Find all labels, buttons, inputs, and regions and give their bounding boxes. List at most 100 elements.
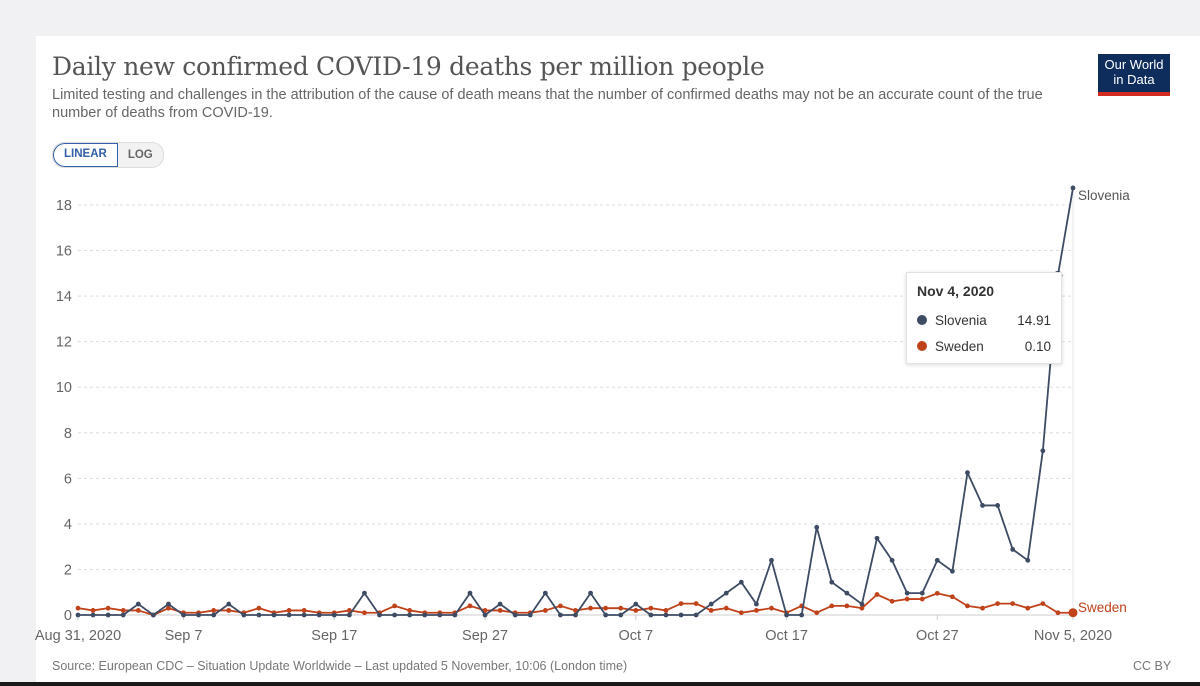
data-point-slovenia (663, 612, 669, 618)
data-point-sweden (633, 608, 639, 613)
data-point-slovenia (769, 557, 774, 563)
data-point-sweden (226, 608, 232, 613)
data-point-slovenia (995, 503, 1001, 508)
source-note[interactable]: Source: European CDC – Situation Update … (52, 659, 628, 673)
data-point-slovenia (512, 612, 518, 618)
y-tick-label: 10 (56, 380, 72, 396)
data-point-slovenia (648, 612, 654, 618)
data-point-slovenia (693, 612, 699, 618)
gridlines (78, 185, 1074, 616)
data-point-sweden (678, 601, 684, 607)
data-point-sweden (663, 608, 669, 613)
y-tick-label: 12 (56, 335, 72, 351)
data-point-slovenia (558, 612, 563, 618)
data-point-sweden (256, 605, 262, 611)
data-point-sweden (392, 603, 397, 609)
series-lines (75, 185, 1078, 618)
data-point-sweden (482, 608, 488, 613)
data-point-slovenia (829, 579, 835, 585)
data-point-sweden (738, 610, 744, 616)
data-point-slovenia (874, 535, 880, 541)
data-point-slovenia (181, 612, 186, 618)
data-point-slovenia (301, 612, 307, 618)
x-tick-label: Aug 31, 2020 (35, 628, 121, 644)
license-link[interactable]: CC BY (1133, 659, 1172, 673)
data-point-slovenia (573, 612, 578, 618)
tooltip-row-sweden: Sweden 0.10 (917, 333, 1051, 359)
data-point-slovenia (362, 590, 367, 596)
data-point-sweden (75, 605, 81, 611)
data-point-slovenia (211, 612, 217, 618)
x-tick-label: Sep 27 (462, 628, 508, 644)
data-point-slovenia (1040, 448, 1046, 454)
data-point-sweden (301, 608, 307, 613)
window-bottom-edge (0, 682, 1200, 686)
data-point-slovenia (316, 612, 322, 618)
data-point-sweden (874, 592, 880, 597)
y-tick-label: 16 (56, 244, 72, 260)
data-point-slovenia (934, 557, 940, 563)
data-point-sweden (648, 605, 654, 611)
chart-title: Daily new confirmed COVID-19 deaths per … (52, 52, 765, 81)
data-point-slovenia (271, 612, 277, 618)
data-point-slovenia (392, 612, 397, 618)
scale-toggle: LINEAR LOG (52, 142, 164, 168)
x-tick-label: Oct 27 (916, 628, 959, 644)
data-point-sweden (1055, 610, 1061, 616)
data-point-slovenia (75, 612, 81, 618)
data-point-sweden (859, 605, 865, 611)
data-point-sweden (573, 608, 578, 613)
tooltip-date: Nov 4, 2020 (917, 283, 995, 299)
x-tick-label: Nov 5, 2020 (1034, 628, 1112, 644)
data-point-slovenia (105, 612, 111, 618)
tooltip-series-value: 14.91 (1017, 312, 1051, 328)
data-point-sweden (120, 608, 126, 613)
data-point-sweden (754, 608, 759, 613)
data-point-slovenia (814, 524, 820, 530)
data-point-slovenia (799, 612, 805, 618)
data-point-sweden (1040, 601, 1046, 607)
data-point-slovenia (497, 601, 503, 607)
data-point-sweden (769, 605, 774, 611)
y-tick-label: 18 (56, 198, 72, 214)
data-point-sweden (919, 596, 925, 602)
data-point-slovenia (437, 612, 443, 618)
data-point-sweden (362, 610, 367, 616)
data-point-sweden (904, 596, 910, 602)
data-point-slovenia (889, 557, 895, 563)
linear-scale-button[interactable]: LINEAR (53, 143, 118, 167)
x-tick-label: Oct 17 (765, 628, 808, 644)
data-point-slovenia (120, 612, 126, 618)
sweden-dot-icon (917, 341, 927, 351)
y-tick-label: 2 (64, 562, 72, 578)
data-point-slovenia (588, 590, 593, 596)
series-label-slovenia: Slovenia (1078, 188, 1130, 203)
y-tick-label: 14 (56, 289, 72, 305)
data-point-slovenia (135, 601, 141, 607)
data-point-slovenia (452, 612, 458, 618)
y-tick-label: 8 (64, 426, 72, 442)
y-tick-label: 0 (64, 608, 72, 624)
x-axis-ticks: Aug 31, 2020 Sep 7 Sep 17 Sep 27 Oct 7 Oct 17… (35, 615, 1112, 644)
data-point-sweden (135, 608, 141, 613)
data-point-slovenia (1025, 557, 1031, 563)
data-point-slovenia (527, 612, 533, 618)
data-point-slovenia (980, 503, 985, 508)
owid-logo[interactable]: Our World in Data (1098, 54, 1170, 96)
data-point-sweden (105, 605, 111, 611)
data-point-slovenia (542, 590, 548, 596)
log-scale-button[interactable]: LOG (127, 149, 153, 161)
data-point-slovenia (633, 601, 639, 607)
x-tick-label: Oct 7 (618, 628, 653, 644)
data-point-slovenia (919, 590, 925, 596)
data-point-slovenia (166, 601, 171, 607)
data-point-slovenia (708, 601, 714, 607)
data-point-slovenia (467, 590, 473, 596)
series-label-sweden: Sweden (1078, 600, 1127, 615)
data-point-sweden (708, 608, 714, 613)
data-point-sweden (618, 605, 624, 611)
data-point-slovenia (286, 612, 292, 618)
data-point-sweden (1010, 601, 1016, 607)
data-point-sweden (542, 608, 548, 613)
